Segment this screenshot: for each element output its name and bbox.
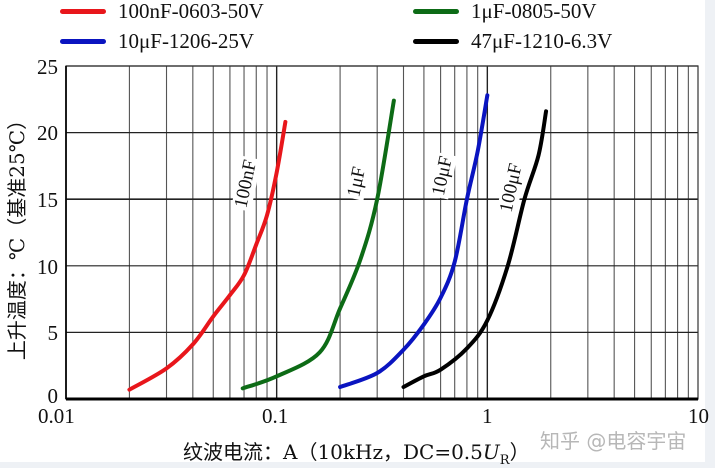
plot-area (65, 65, 699, 401)
x-tick-10: 10 (688, 404, 709, 428)
x-axis-label-sub: R (499, 453, 510, 468)
x-axis-label: 纹波电流：A（10kHz，DC=0.5UR） (183, 436, 530, 468)
y-tick-5: 5 (47, 321, 59, 345)
y-tick-0: 0 (47, 384, 59, 408)
x-tick-0.01: 0.01 (38, 404, 75, 428)
legend-swatch-green (413, 8, 459, 14)
x-tick-0.1: 0.1 (262, 404, 289, 428)
legend-item-1uf: 1μF-0805-50V (413, 0, 597, 22)
series-curve-3 (401, 109, 549, 390)
watermark: 知乎 @电容宇宙 (540, 429, 687, 453)
y-axis-label: 上升温度：℃（基准25℃） (5, 109, 29, 361)
y-tick-20: 20 (37, 121, 58, 145)
legend-item-47uf: 47μF-1210-6.3V (413, 30, 612, 52)
legend-label: 10μF-1206-25V (118, 29, 255, 53)
legend-label: 47μF-1210-6.3V (471, 29, 613, 53)
series-curve-2 (338, 93, 490, 390)
x-axis-label-var: U (482, 440, 500, 464)
x-tick-1: 1 (482, 404, 493, 428)
plot-frame (65, 65, 699, 400)
x-axis-label-main: 纹波电流：A（10kHz，DC=0.5 (183, 440, 483, 464)
y-tick-10: 10 (37, 255, 58, 279)
legend-swatch-black (413, 38, 459, 44)
legend-item-100nf: 100nF-0603-50V (60, 0, 264, 22)
series-curve-0 (127, 119, 288, 392)
legend-label: 1μF-0805-50V (471, 0, 597, 23)
legend-swatch-blue (60, 38, 106, 44)
series-curve-1 (240, 98, 396, 391)
legend-swatch-red (60, 8, 106, 14)
legend-label: 100nF-0603-50V (118, 0, 264, 23)
y-tick-25: 25 (37, 55, 58, 79)
x-axis-label-end: ） (509, 440, 530, 464)
y-tick-15: 15 (37, 188, 58, 212)
legend-item-10uf: 10μF-1206-25V (60, 30, 254, 52)
